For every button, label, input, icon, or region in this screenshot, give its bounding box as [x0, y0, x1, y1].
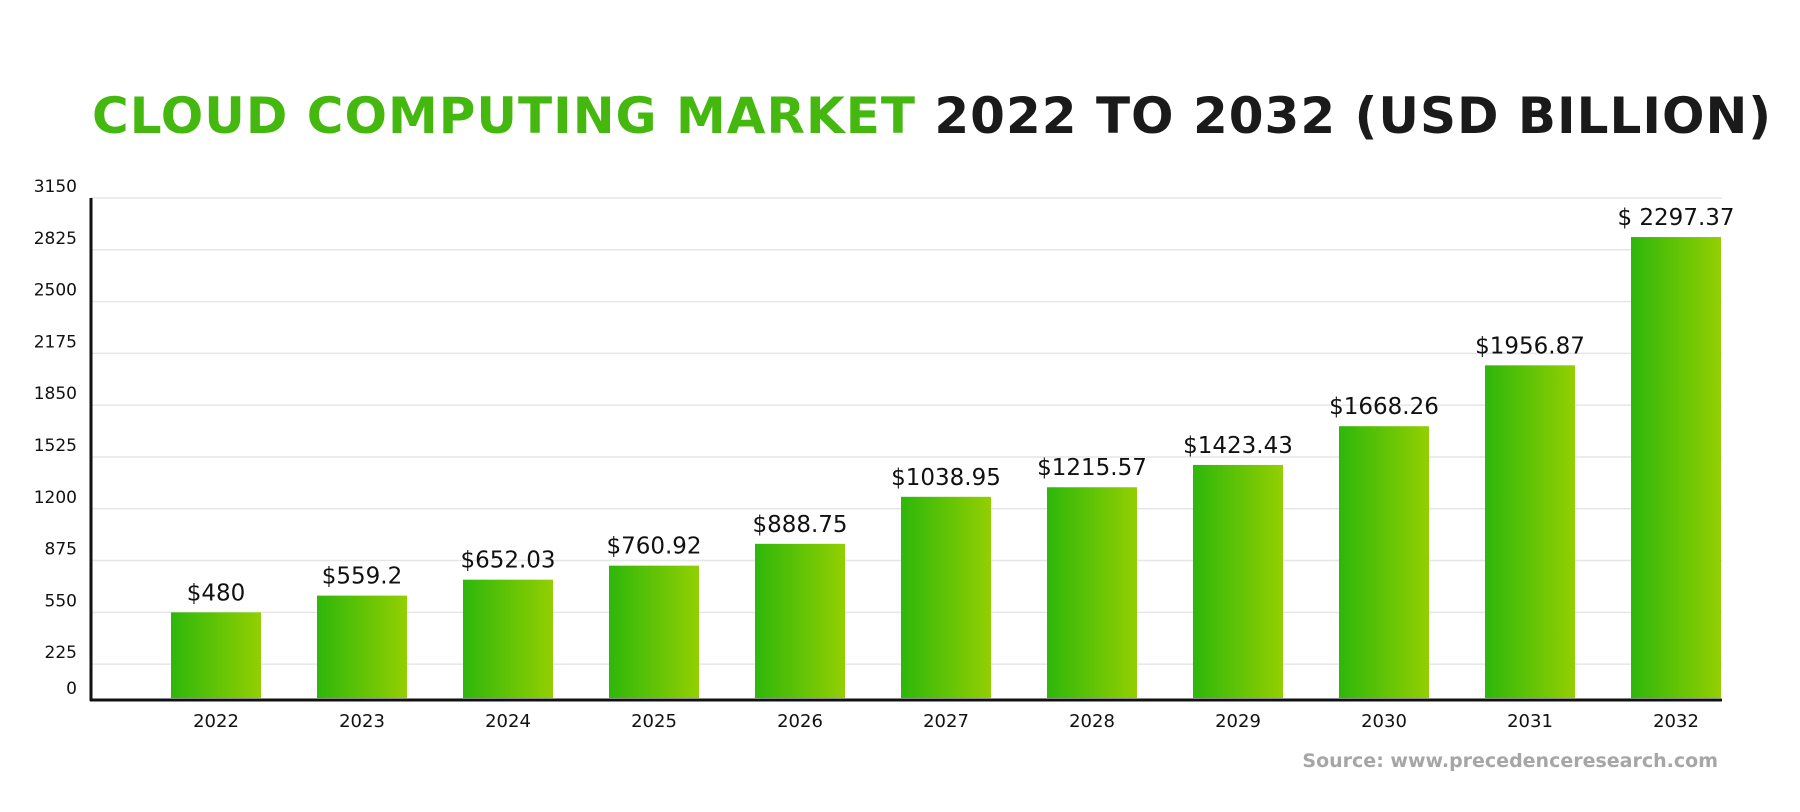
y-tick-label: 1525 [34, 436, 77, 456]
data-label-2032: $ 2297.37 [1617, 205, 1734, 231]
chart-title-highlight: CLOUD COMPUTING MARKET [92, 87, 916, 145]
bar-2024 [463, 579, 553, 698]
y-tick-label: 225 [45, 643, 77, 663]
source-note: Source: www.precedenceresearch.com [1302, 750, 1718, 772]
chart-title-rest: 2022 TO 2032 (USD BILLION) [934, 87, 1773, 145]
y-axis-ticks: 0 225 550 875 1200 1525 1850 2175 2500 2825 3150 [34, 177, 77, 699]
y-tick-label: 2500 [34, 281, 77, 301]
bars [171, 237, 1721, 699]
y-tick-label: 3150 [34, 177, 77, 197]
x-axis-ticks: 2022 2023 2024 2025 2026 2027 2028 2029 2030 2031… [193, 711, 1699, 732]
y-tick-label: 550 [45, 591, 77, 611]
bar-2027 [901, 496, 991, 698]
x-tick-label-2025: 2025 [631, 711, 677, 732]
data-label-2026: $888.75 [752, 512, 847, 538]
data-label-2023: $559.2 [322, 564, 402, 590]
bar-2022 [171, 612, 261, 698]
x-tick-label-2023: 2023 [339, 711, 385, 732]
y-tick-label: 875 [45, 540, 77, 560]
bar-2023 [317, 595, 407, 698]
y-tick-label: 1200 [34, 488, 77, 508]
data-labels: $480 $559.2 $652.03 $760.92 $888.75 $1038.95 $… [187, 205, 1735, 606]
data-label-2025: $760.92 [606, 534, 701, 560]
data-label-2022: $480 [187, 580, 246, 606]
x-tick-label-2028: 2028 [1069, 711, 1115, 732]
data-label-2031: $1956.87 [1475, 333, 1585, 359]
y-tick-label: 1850 [34, 384, 77, 404]
y-tick-label: 0 [66, 679, 77, 699]
y-tick-label: 2825 [34, 229, 77, 249]
bar-2025 [609, 565, 699, 698]
x-tick-label-2031: 2031 [1507, 711, 1553, 732]
data-label-2029: $1423.43 [1183, 433, 1293, 459]
bar-2028 [1047, 487, 1137, 698]
bar-2026 [755, 543, 845, 698]
x-tick-label-2027: 2027 [923, 711, 969, 732]
y-tick-label: 2175 [34, 332, 77, 352]
bar-2032 [1631, 237, 1721, 699]
x-tick-label-2030: 2030 [1361, 711, 1407, 732]
data-label-2028: $1215.57 [1037, 455, 1147, 481]
chart-title: CLOUD COMPUTING MARKET 2022 TO 2032 (USD… [92, 86, 1772, 146]
x-tick-label-2024: 2024 [485, 711, 531, 732]
x-tick-label-2026: 2026 [777, 711, 823, 732]
data-label-2030: $1668.26 [1329, 394, 1439, 420]
x-tick-label-2032: 2032 [1653, 711, 1699, 732]
bar-2031 [1485, 365, 1575, 698]
bar-2030 [1339, 426, 1429, 698]
bar-2029 [1193, 464, 1283, 698]
x-tick-label-2022: 2022 [193, 711, 239, 732]
x-tick-label-2029: 2029 [1215, 711, 1261, 732]
data-label-2024: $652.03 [460, 548, 555, 574]
data-label-2027: $1038.95 [891, 465, 1001, 491]
